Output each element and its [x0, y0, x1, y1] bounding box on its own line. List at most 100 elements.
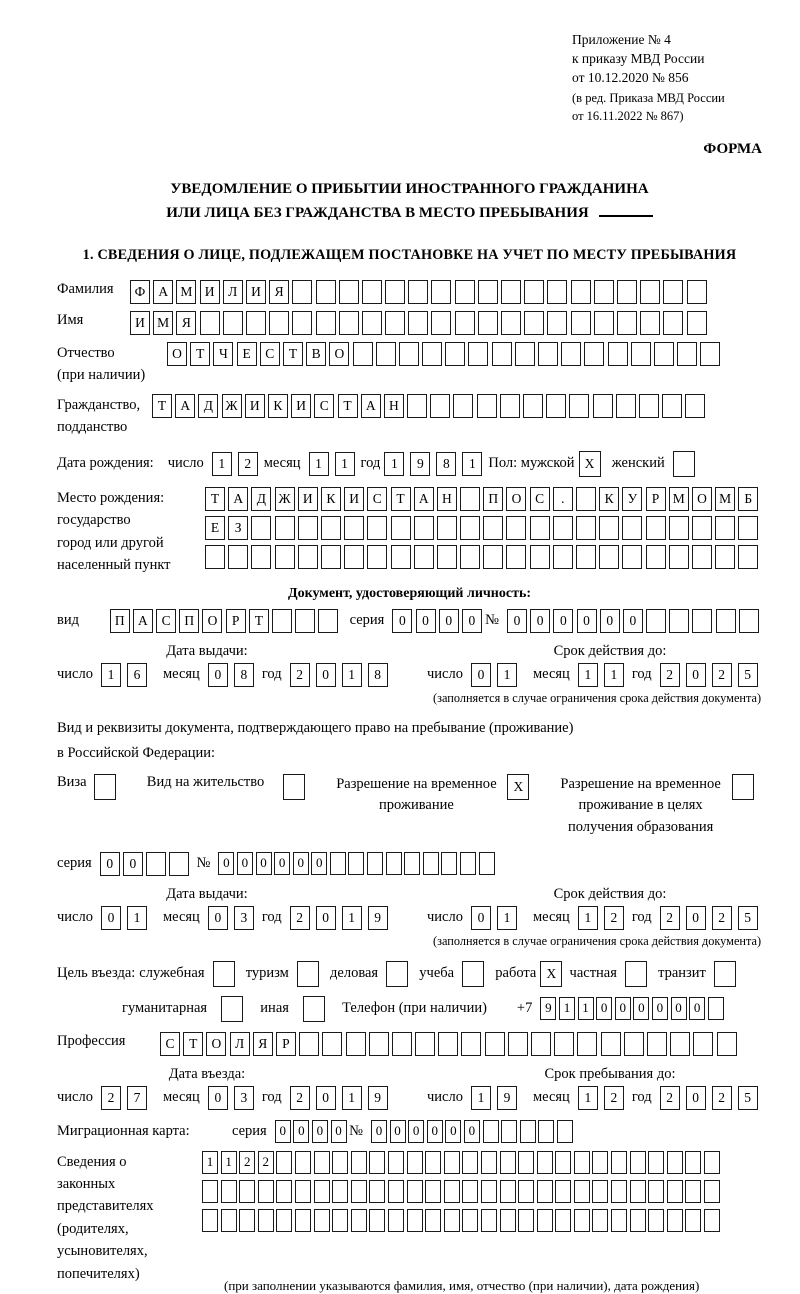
form-cell[interactable]: 1	[341, 905, 362, 930]
purpose-transit-checkbox[interactable]	[713, 960, 739, 987]
form-cell[interactable]: 2	[100, 1085, 121, 1110]
form-cell[interactable]: О	[691, 486, 712, 511]
form-cell[interactable]: 0	[330, 1119, 347, 1143]
form-cell[interactable]	[385, 852, 402, 876]
form-cell[interactable]: 0	[685, 662, 706, 687]
form-cell[interactable]	[407, 393, 428, 418]
form-cell[interactable]	[297, 515, 318, 540]
form-cell[interactable]	[462, 1150, 479, 1174]
form-cell[interactable]: 2	[659, 1085, 680, 1110]
form-cell[interactable]	[425, 1150, 442, 1174]
form-cell[interactable]	[222, 310, 243, 335]
form-cell[interactable]	[685, 393, 706, 418]
form-cell[interactable]: 0	[461, 608, 482, 633]
form-cell[interactable]: 0	[311, 1119, 328, 1143]
form-cell[interactable]	[368, 1031, 389, 1056]
form-cell[interactable]	[468, 341, 489, 366]
form-cell[interactable]	[276, 1208, 293, 1232]
form-cell[interactable]: 0	[274, 1119, 291, 1143]
form-cell[interactable]	[519, 1119, 536, 1143]
form-cell[interactable]	[390, 544, 411, 569]
form-cell[interactable]: 0	[463, 1119, 480, 1143]
form-cell[interactable]: Р	[645, 486, 666, 511]
form-cell[interactable]	[367, 515, 388, 540]
form-cell[interactable]	[318, 608, 339, 633]
form-cell[interactable]	[611, 1208, 628, 1232]
form-cell[interactable]: У	[622, 486, 643, 511]
form-cell[interactable]	[480, 1150, 497, 1174]
form-cell[interactable]: 0	[207, 905, 228, 930]
form-cell[interactable]	[599, 544, 620, 569]
form-cell[interactable]	[686, 279, 707, 304]
form-cell[interactable]	[299, 1031, 320, 1056]
form-cell[interactable]: С	[259, 341, 280, 366]
form-cell[interactable]	[645, 515, 666, 540]
form-cell[interactable]: Н	[436, 486, 457, 511]
form-cell[interactable]: 0	[670, 997, 687, 1021]
form-cell[interactable]: Д	[198, 393, 219, 418]
form-cell[interactable]	[480, 1208, 497, 1232]
form-cell[interactable]	[320, 544, 341, 569]
form-cell[interactable]	[669, 608, 690, 633]
form-cell[interactable]: А	[360, 393, 381, 418]
form-cell[interactable]: 9	[367, 905, 388, 930]
form-cell[interactable]: Т	[183, 1031, 204, 1056]
form-cell[interactable]	[501, 310, 521, 335]
form-cell[interactable]	[477, 310, 498, 335]
form-cell[interactable]	[491, 341, 512, 366]
form-cell[interactable]	[529, 515, 550, 540]
form-cell[interactable]: 0	[122, 851, 143, 876]
form-cell[interactable]	[239, 1208, 256, 1232]
form-cell[interactable]: О	[329, 341, 350, 366]
form-cell[interactable]	[555, 1208, 572, 1232]
form-cell[interactable]	[315, 279, 336, 304]
form-cell[interactable]	[570, 310, 591, 335]
form-cell[interactable]	[692, 608, 713, 633]
form-cell[interactable]	[640, 279, 661, 304]
form-cell[interactable]: 0	[596, 997, 613, 1021]
form-cell[interactable]: X	[540, 960, 563, 987]
form-cell[interactable]	[600, 1031, 621, 1056]
form-cell[interactable]	[593, 279, 614, 304]
form-cell[interactable]	[623, 1031, 644, 1056]
form-cell[interactable]	[387, 1208, 404, 1232]
form-cell[interactable]: 0	[470, 905, 491, 930]
form-cell[interactable]	[322, 1031, 343, 1056]
legal-reps-cells-row2[interactable]	[202, 1179, 723, 1203]
form-cell[interactable]	[478, 852, 495, 876]
form-cell[interactable]: К	[320, 486, 341, 511]
form-cell[interactable]: 2	[603, 905, 624, 930]
form-cell[interactable]: А	[175, 393, 196, 418]
form-cell[interactable]	[529, 544, 550, 569]
form-cell[interactable]	[415, 1031, 436, 1056]
form-cell[interactable]	[332, 1150, 349, 1174]
form-cell[interactable]	[691, 515, 712, 540]
form-cell[interactable]	[518, 1179, 535, 1203]
form-cell[interactable]	[531, 1031, 551, 1056]
form-cell[interactable]	[629, 1208, 646, 1232]
form-cell[interactable]	[677, 341, 698, 366]
form-cell[interactable]	[461, 1031, 482, 1056]
form-cell[interactable]	[454, 279, 475, 304]
form-cell[interactable]: Я	[176, 310, 197, 335]
form-cell[interactable]: 0	[576, 608, 597, 633]
form-cell[interactable]	[398, 341, 419, 366]
rvp-edu-checkbox[interactable]	[731, 774, 757, 801]
form-cell[interactable]: Д	[251, 486, 272, 511]
form-cell[interactable]	[369, 1179, 386, 1203]
form-cell[interactable]	[704, 1179, 721, 1203]
form-cell[interactable]: 0	[100, 905, 121, 930]
form-cell[interactable]	[629, 1150, 646, 1174]
form-cell[interactable]	[704, 1208, 721, 1232]
form-cell[interactable]	[611, 1150, 628, 1174]
form-cell[interactable]: 0	[315, 662, 336, 687]
